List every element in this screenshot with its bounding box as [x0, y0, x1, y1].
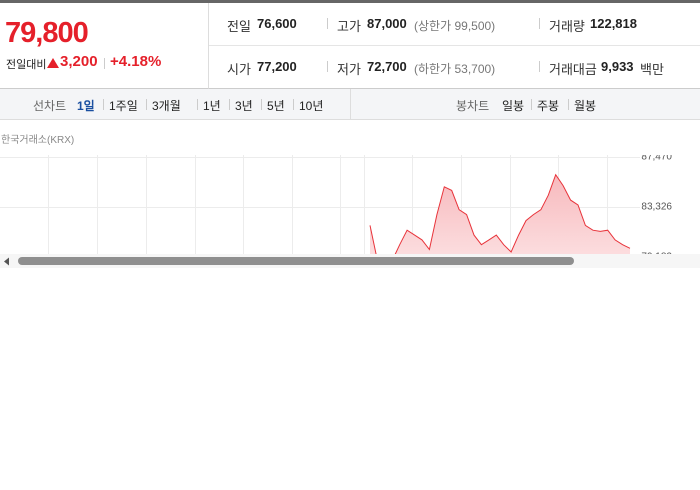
- period-tab[interactable]: 1년: [203, 99, 221, 113]
- period-tab[interactable]: 5년: [267, 99, 285, 113]
- stats-grid: 전일 76,600 고가 87,000 (상한가 99,500) 거래량 122…: [209, 3, 700, 89]
- price-line: [369, 173, 631, 254]
- candle-chart-label: 봉차트: [456, 99, 490, 113]
- tab-bar: 선차트 봉차트 1일 1주일 3개월 1년 3년 5년 10년 일봉 주봉 월봉: [0, 89, 700, 120]
- limit-name: 하한가: [418, 62, 452, 76]
- stat-label: 저가: [337, 62, 361, 77]
- period-tab[interactable]: 1일: [77, 99, 95, 113]
- limit-name: 상한가: [418, 19, 452, 33]
- period-tab[interactable]: 일봉: [502, 99, 525, 113]
- area: [370, 174, 630, 254]
- change-amount: 3,200: [60, 53, 98, 70]
- tab-separator: [531, 99, 532, 110]
- limit-label: (상한가 99,500): [414, 17, 495, 34]
- period-tab[interactable]: 3년: [235, 99, 253, 113]
- limit-label: (하한가 53,700): [414, 60, 495, 77]
- paren: ): [491, 19, 496, 33]
- stat-value: 122,818: [590, 16, 637, 31]
- top-border: [0, 0, 700, 3]
- tab-separator: [146, 99, 147, 110]
- y-tick-label: 87,470: [641, 155, 672, 163]
- period-tab[interactable]: 10년: [299, 99, 324, 113]
- current-price: 79,800: [5, 17, 89, 49]
- tab-separator: [197, 99, 198, 110]
- stat-value: 72,700: [367, 59, 407, 74]
- tab-separator: [568, 99, 569, 110]
- paren: (: [414, 62, 418, 76]
- period-tab[interactable]: 주봉: [537, 99, 560, 113]
- change-label: 전일대비: [6, 59, 47, 71]
- scrollbar-thumb[interactable]: [18, 257, 574, 265]
- y-tick-label: 79,182: [641, 252, 672, 254]
- chart-source: 한국거래소(KRX): [1, 135, 75, 146]
- period-tab[interactable]: 3개월: [152, 99, 181, 113]
- y-tick-label: 83,326: [641, 202, 672, 213]
- stat-unit: 백만: [640, 62, 664, 77]
- stat-label: 시가: [227, 62, 251, 77]
- stat-value: 76,600: [257, 16, 297, 31]
- up-arrow: [47, 58, 59, 68]
- period-tab[interactable]: 월봉: [574, 99, 597, 113]
- stat-label: 거래량: [549, 19, 585, 34]
- tab-separator: [229, 99, 230, 110]
- chart: 87,470 83,326 79,182: [0, 155, 672, 254]
- stat-label: 거래대금: [549, 62, 597, 77]
- stat-value: 9,933: [601, 59, 634, 74]
- stat-label: 전일: [227, 19, 251, 34]
- stat-value: 87,000: [367, 16, 407, 31]
- limit-value: 99,500: [454, 19, 492, 33]
- change-rate: +4.18%: [110, 53, 162, 70]
- period-tab[interactable]: 1주일: [109, 99, 138, 113]
- tab-separator: [103, 99, 104, 110]
- limit-value: 53,700: [454, 62, 492, 76]
- scroll-left-arrow[interactable]: [3, 257, 11, 266]
- paren: (: [414, 19, 418, 33]
- stat-label: 고가: [337, 19, 361, 34]
- tab-separator: [293, 99, 294, 110]
- paren: ): [491, 62, 496, 76]
- tab-separator: [261, 99, 262, 110]
- line-chart-label: 선차트: [33, 99, 67, 113]
- price-box: 79,800 전일대비 3,200 +4.18%: [0, 3, 209, 89]
- stat-value: 77,200: [257, 59, 297, 74]
